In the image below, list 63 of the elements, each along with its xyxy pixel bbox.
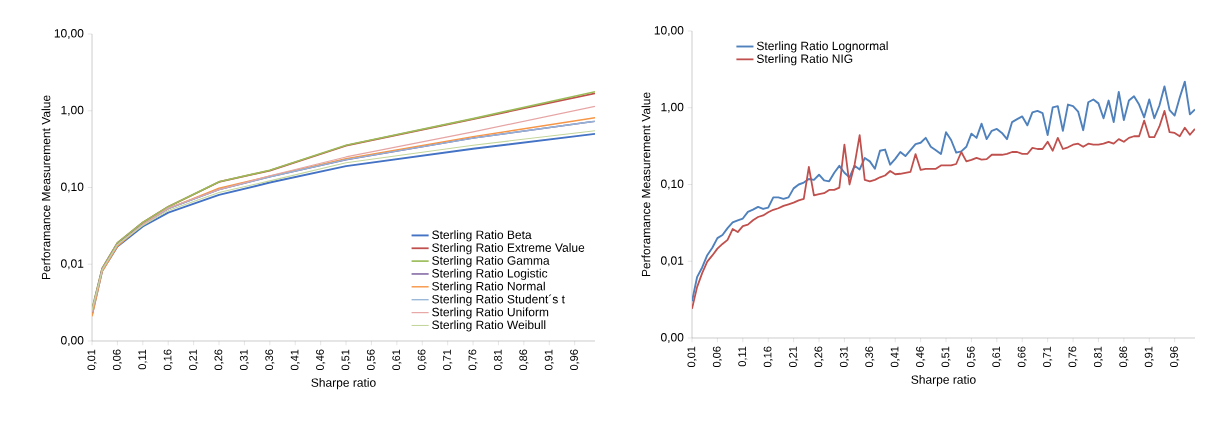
x-tick-label: 0,61: [392, 349, 402, 371]
x-tick-label: 0,81: [493, 349, 504, 371]
x-tick-label: 0,46: [316, 349, 326, 371]
x-tick-label: 0,71: [1043, 346, 1053, 368]
x-tick-label: 0,46: [916, 346, 926, 368]
y-tick-label: 0,01: [61, 259, 84, 270]
y-tick-label: 0,10: [660, 179, 684, 190]
y-tick-label: 0,00: [660, 333, 684, 343]
x-tick-label: 0,86: [1119, 346, 1129, 368]
x-tick-label: 0,71: [443, 349, 453, 371]
x-tick-label: 0,56: [366, 349, 376, 371]
legend-label: Sterling Ratio NIG: [756, 54, 853, 66]
x-tick-label: 0,06: [712, 346, 722, 368]
x-tick-label: 0,26: [214, 349, 224, 371]
x-tick-label: 0,31: [239, 349, 249, 371]
legend-label: Sterling Ratio Extreme Value: [432, 243, 585, 255]
legend-label: Sterling Ratio Student´s t: [432, 294, 565, 306]
x-tick-label: 0,11: [738, 346, 748, 367]
legend-label: Sterling Ratio Logistic: [432, 268, 548, 280]
x-tick-label: 0,21: [189, 349, 199, 371]
x-tick-label: 0,56: [966, 346, 976, 368]
line-series: [692, 80, 1195, 303]
x-tick-label: 0,51: [341, 349, 351, 371]
y-tick-label: 10,00: [654, 26, 684, 36]
x-tick-label: 0,96: [570, 349, 580, 371]
x-tick-label: 0,76: [468, 349, 478, 371]
legend-label: Sterling Ratio Beta: [432, 230, 532, 242]
x-tick-label: 0,41: [890, 346, 900, 368]
y-tick-label: 0,01: [660, 256, 684, 267]
x-tick-label: 0,66: [1017, 346, 1027, 368]
y-tick-label: 1,00: [661, 102, 684, 113]
x-tick-label: 0,51: [941, 346, 951, 368]
x-tick-label: 0,21: [789, 346, 799, 368]
y-tick-label: 1,00: [61, 105, 84, 116]
x-tick-label: 0,96: [1170, 346, 1180, 368]
legend-label: Sterling Ratio Gamma: [432, 255, 550, 268]
x-tick-label: 0,66: [417, 349, 427, 371]
y-tick-label: 10,00: [54, 29, 84, 39]
x-tick-label: 0,16: [763, 346, 773, 368]
y-tick-label: 0,00: [61, 336, 84, 346]
x-tick-label: 0,91: [1144, 346, 1154, 368]
y-tick-label: 0,10: [61, 182, 84, 193]
x-tick-label: 0,11: [138, 349, 148, 370]
x-tick-label: 0,26: [814, 346, 824, 368]
x-tick-label: 0,76: [1068, 346, 1078, 368]
x-tick-label: 0,41: [290, 349, 300, 371]
x-axis-title: Sharpe ratio: [311, 378, 376, 390]
x-tick-label: 0,31: [839, 346, 849, 368]
x-tick-label: 0,36: [865, 346, 875, 368]
x-tick-label: 0,06: [112, 349, 122, 371]
x-tick-label: 0,36: [265, 349, 275, 371]
y-axis-title: Perforamance Measurement Value: [41, 95, 51, 280]
x-tick-label: 0,16: [163, 349, 173, 371]
x-tick-label: 0,86: [519, 349, 529, 371]
x-tick-label: 0,91: [544, 349, 554, 371]
x-tick-label: 0,81: [1093, 346, 1103, 368]
x-axis-title: Sharpe ratio: [911, 375, 976, 387]
x-tick-label: 0,61: [992, 346, 1002, 368]
legend-label: Sterling Ratio Normal: [432, 281, 545, 293]
legend-label: Sterling Ratio Lognormal: [756, 41, 888, 53]
y-axis-title: Perforamance Measurement Value: [641, 92, 651, 277]
legend-label: Sterling Ratio Weibull: [432, 320, 546, 332]
legend-label: Sterling Ratio Uniform: [432, 307, 549, 319]
